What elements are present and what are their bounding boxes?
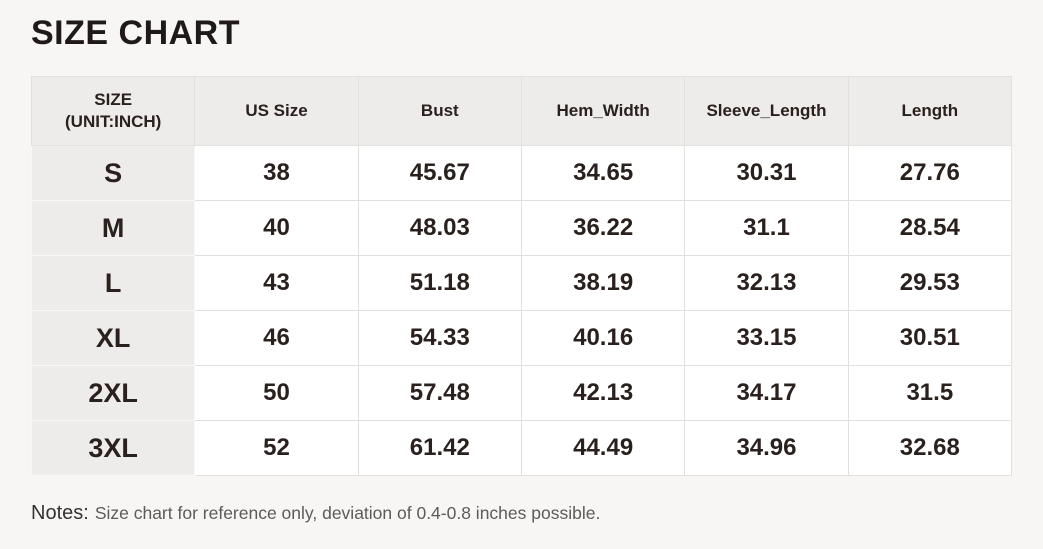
cell-size: 2XL [30,365,196,421]
cell-hem-width: 36.22 [520,200,686,256]
cell-bust: 57.48 [357,365,522,421]
table-header: SIZE (UNIT:INCH) US Size Bust Hem_Width … [30,76,1013,146]
notes-text: Size chart for reference only, deviation… [94,503,601,523]
cell-bust: 45.67 [357,145,522,201]
table-row: S 38 45.67 34.65 30.31 27.76 [30,145,1013,201]
notes: Notes: Size chart for reference only, dev… [31,502,1012,525]
table-row: L 43 51.18 38.19 32.13 29.53 [30,255,1013,311]
cell-hem-width: 42.13 [520,365,686,421]
table-row: 2XL 50 57.48 42.13 34.17 31.5 [30,365,1013,421]
cell-us-size: 43 [194,255,359,311]
table-row: M 40 48.03 36.22 31.1 28.54 [30,200,1013,256]
cell-us-size: 40 [194,200,359,256]
cell-size: 3XL [30,420,196,476]
cell-us-size: 38 [194,145,359,201]
cell-size: XL [30,310,196,366]
size-header-line1: SIZE [94,89,133,109]
table-row: XL 46 54.33 40.16 33.15 30.51 [30,310,1013,366]
column-header-us-size: US Size [194,76,359,146]
cell-length: 28.54 [847,200,1013,256]
cell-size: M [30,200,196,256]
cell-bust: 54.33 [357,310,522,366]
cell-size: L [30,255,196,311]
cell-bust: 61.42 [357,420,522,476]
notes-label: Notes: [31,502,89,524]
cell-sleeve-length: 34.96 [684,420,849,476]
cell-length: 32.68 [847,420,1013,476]
cell-us-size: 46 [194,310,359,366]
cell-length: 30.51 [847,310,1013,366]
column-header-hem-width: Hem_Width [520,76,686,146]
column-header-size-unit: SIZE (UNIT:INCH) [30,76,196,146]
cell-us-size: 50 [194,365,359,421]
cell-size: S [30,145,196,201]
cell-sleeve-length: 30.31 [684,145,849,201]
size-header-line2: (UNIT:INCH) [65,112,162,131]
cell-sleeve-length: 34.17 [684,365,849,421]
cell-bust: 48.03 [357,200,522,256]
column-header-length: Length [847,76,1013,146]
cell-hem-width: 34.65 [520,145,686,201]
column-header-bust: Bust [357,76,522,146]
column-header-sleeve-length: Sleeve_Length [684,76,849,146]
page-title: SIZE CHART [31,14,240,52]
table-body: S 38 45.67 34.65 30.31 27.76 M 40 48.03 36.22 31.1… [30,145,1013,476]
cell-us-size: 52 [194,420,359,476]
cell-sleeve-length: 31.1 [684,200,849,256]
cell-length: 27.76 [847,145,1013,201]
cell-hem-width: 40.16 [520,310,686,366]
cell-bust: 51.18 [357,255,522,311]
table-row: 3XL 52 61.42 44.49 34.96 32.68 [30,420,1013,476]
cell-hem-width: 38.19 [520,255,686,311]
header-row: SIZE (UNIT:INCH) US Size Bust Hem_Width … [30,76,1013,146]
size-chart-table: SIZE (UNIT:INCH) US Size Bust Hem_Width … [30,76,1013,476]
size-chart-page: SIZE CHART SIZE (UNIT:INCH) US Size Bust… [30,14,1013,525]
cell-sleeve-length: 32.13 [684,255,849,311]
cell-hem-width: 44.49 [520,420,686,476]
cell-length: 29.53 [847,255,1013,311]
cell-length: 31.5 [847,365,1013,421]
cell-sleeve-length: 33.15 [684,310,849,366]
